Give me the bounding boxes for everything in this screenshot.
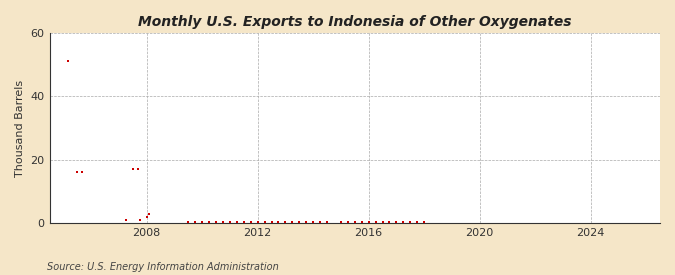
Point [238, 219, 249, 224]
Point [294, 219, 304, 224]
Point [132, 167, 143, 171]
Point [196, 219, 207, 224]
Point [350, 219, 360, 224]
Point [225, 219, 236, 224]
Point [315, 219, 325, 224]
Point [141, 214, 152, 219]
Point [266, 219, 277, 224]
Point [412, 219, 423, 224]
Point [120, 218, 131, 222]
Point [280, 219, 291, 224]
Text: Source: U.S. Energy Information Administration: Source: U.S. Energy Information Administ… [47, 262, 279, 272]
Point [301, 219, 312, 224]
Point [405, 219, 416, 224]
Point [63, 59, 74, 64]
Point [232, 219, 242, 224]
Point [287, 219, 298, 224]
Point [377, 219, 388, 224]
Point [144, 211, 155, 216]
Point [335, 219, 346, 224]
Point [72, 170, 83, 175]
Point [342, 219, 353, 224]
Point [217, 219, 228, 224]
Point [211, 219, 221, 224]
Point [128, 167, 138, 171]
Y-axis label: Thousand Barrels: Thousand Barrels [15, 79, 25, 177]
Point [76, 170, 87, 175]
Point [398, 219, 409, 224]
Point [418, 219, 429, 224]
Point [204, 219, 215, 224]
Point [190, 219, 200, 224]
Point [252, 219, 263, 224]
Point [134, 218, 145, 222]
Point [363, 219, 374, 224]
Point [245, 219, 256, 224]
Point [321, 219, 332, 224]
Point [259, 219, 270, 224]
Title: Monthly U.S. Exports to Indonesia of Other Oxygenates: Monthly U.S. Exports to Indonesia of Oth… [138, 15, 572, 29]
Point [356, 219, 367, 224]
Point [273, 219, 284, 224]
Point [308, 219, 319, 224]
Point [370, 219, 381, 224]
Point [384, 219, 395, 224]
Point [183, 219, 194, 224]
Point [391, 219, 402, 224]
